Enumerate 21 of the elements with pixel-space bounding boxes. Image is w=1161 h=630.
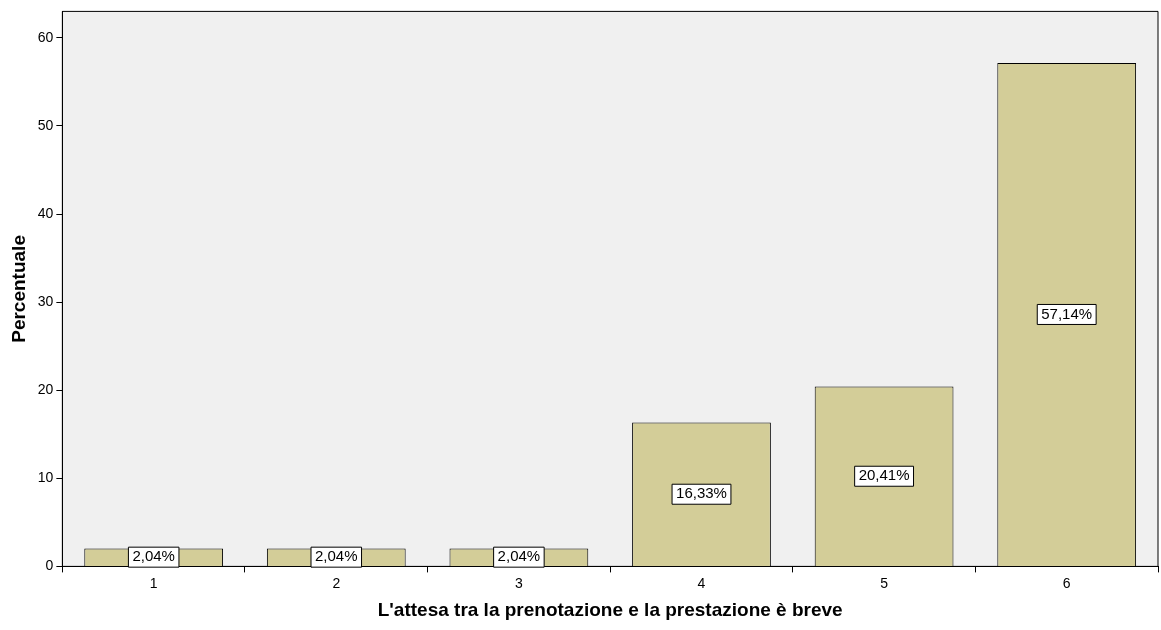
data-label: 57,14% (1041, 304, 1093, 322)
y-tick-label: 20 (37, 381, 54, 398)
x-tick-label: 5 (880, 574, 889, 591)
x-tick-label: 6 (1062, 574, 1071, 591)
y-tick-label: 10 (37, 469, 54, 486)
y-tick-label: 0 (45, 557, 54, 574)
y-tick-label: 30 (37, 292, 54, 309)
y-tick-label: 60 (37, 28, 54, 45)
x-tick-label: 3 (514, 574, 523, 591)
data-label: 2,04% (132, 547, 175, 565)
data-label: 2,04% (315, 547, 358, 565)
y-tick-label: 40 (37, 204, 54, 221)
x-tick-label: 1 (149, 574, 158, 591)
y-tick-label: 50 (37, 116, 54, 133)
data-label: 16,33% (676, 484, 727, 502)
x-tick-label: 2 (332, 574, 341, 591)
y-axis-title: Percentuale (7, 235, 29, 343)
data-label: 2,04% (497, 547, 541, 565)
data-label: 20,41% (858, 466, 910, 484)
x-axis-title: L'attesa tra la prenotazione e la prestazione è breve (377, 598, 843, 620)
x-tick-label: 4 (697, 574, 706, 591)
